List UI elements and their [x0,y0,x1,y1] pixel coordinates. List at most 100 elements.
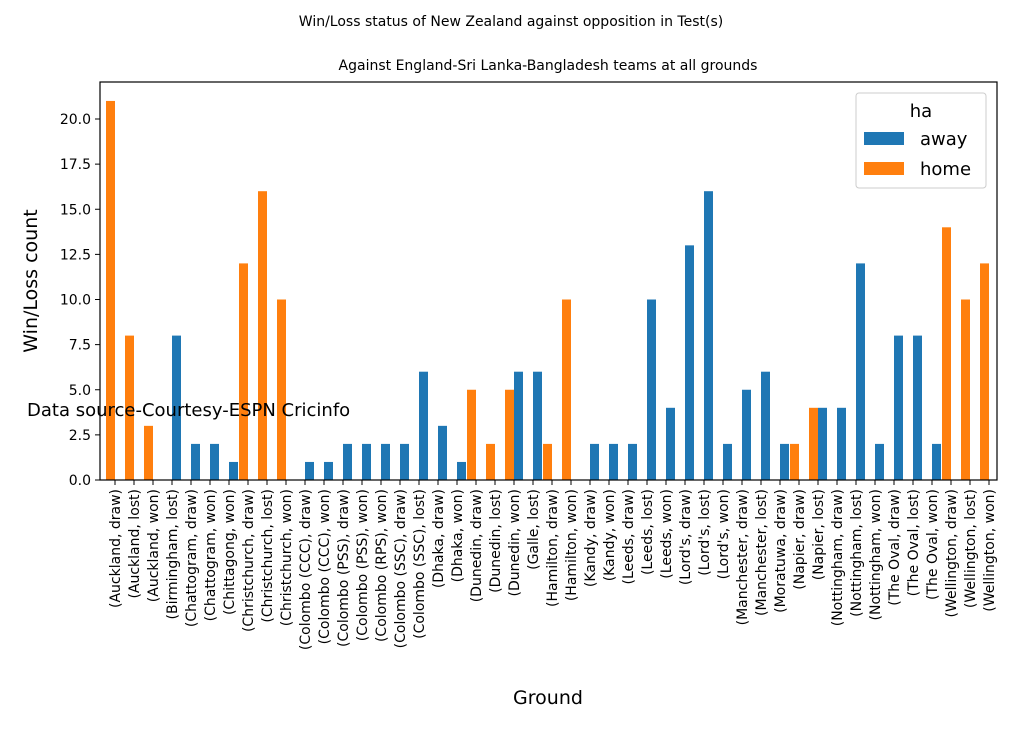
x-tick-label: (Colombo (SSC), lost) [412,489,428,639]
x-tick-label: (Auckland, draw) [108,489,124,608]
x-tick-label: (The Oval, lost) [906,489,922,596]
legend-label-away: away [920,129,968,150]
x-tick-label: (Wellington, won) [982,489,998,612]
bar-away [419,371,428,480]
bar-away [666,407,675,480]
bar-away [457,461,466,480]
bar-home [980,263,989,480]
x-tick-label: (Dunedin, won) [507,489,523,597]
plot-frame [99,81,998,481]
x-tick-label: (Nottingham, lost) [849,489,865,617]
legend-swatch-home [864,162,904,175]
bar-home [961,299,970,480]
bar-home [467,389,476,480]
x-tick-label: (Moratuwa, draw) [773,489,789,613]
y-tick-label: 12.5 [60,247,91,263]
bar-away [210,443,219,480]
bar-home [125,335,134,480]
bar-home [790,443,799,480]
legend-label-home: home [920,159,971,180]
x-tick-label: (Auckland, lost) [127,489,143,599]
x-tick-label: (Galle, lost) [526,489,542,570]
bar-home [809,407,818,480]
x-tick-label: (Colombo (RPS), won) [374,489,390,642]
bar-away [305,461,314,480]
y-tick-label: 7.5 [69,338,91,354]
x-tick-label: (Colombo (CCC), draw) [298,489,314,650]
bar-away [856,263,865,480]
x-tick-label: (Nottingham, won) [868,489,884,620]
bar-away [609,443,618,480]
bar-away [742,389,751,480]
bar-away [647,299,656,480]
x-tick-label: (Colombo (PSS), won) [355,489,371,641]
x-tick-label: (Colombo (CCC), won) [317,489,333,644]
bar-away [533,371,542,480]
x-tick-label: (Manchester, draw) [735,489,751,625]
x-tick-label: (Leeds, won) [659,489,675,579]
bar-away [191,443,200,480]
x-tick-label: (Auckland, won) [146,489,162,602]
x-axis-label: Ground [513,687,583,709]
y-tick-label: 17.5 [60,157,91,173]
x-tick-label: (Napier, draw) [792,489,808,590]
bar-home [277,299,286,480]
chart-title: Against England-Sri Lanka-Bangladesh tea… [339,58,758,74]
x-tick-label: (Christchurch, won) [279,489,295,626]
bar-home [258,191,267,480]
bar-away [780,443,789,480]
bar-home [144,425,153,480]
x-tick-label: (Dhaka, won) [450,489,466,582]
bar-home [942,227,951,480]
bar-away [704,191,713,480]
x-tick-label: (Hamilton, draw) [545,489,561,607]
x-tick-label: (Manchester, lost) [754,489,770,616]
legend-title: ha [910,101,932,122]
x-tick-label: (Dunedin, lost) [488,489,504,593]
x-tick-label: (Chattogram, draw) [184,489,200,627]
x-tick-label: (Lord's, won) [716,489,732,579]
bar-away [837,407,846,480]
x-tick-label: (Christchurch, draw) [241,489,257,632]
bar-away [400,443,409,480]
y-axis-label: Win/Loss count [20,209,42,352]
bar-away [685,245,694,480]
y-tick-label: 2.5 [69,428,91,444]
bar-away [343,443,352,480]
bar-home [543,443,552,480]
y-tick-label: 15.0 [60,202,91,218]
bar-away [514,371,523,480]
bar-away [362,443,371,480]
x-tick-label: (Lord's, lost) [697,489,713,576]
legend: ha away home [855,92,987,189]
x-tick-label: (Birmingham, lost) [165,489,181,619]
y-tick-label: 10.0 [60,293,91,309]
x-tick-label: (Chittagong, won) [222,489,238,615]
bar-away [875,443,884,480]
bar-away [590,443,599,480]
bar-home [505,389,514,480]
bar-away [229,461,238,480]
x-tick-label: (Wellington, draw) [944,489,960,618]
legend-swatch-away [864,132,904,145]
bar-away [723,443,732,480]
bar-away [932,443,941,480]
x-tick-label: (Lord's, draw) [678,489,694,585]
chart-suptitle: Win/Loss status of New Zealand against o… [299,14,723,30]
x-tick-label: (Wellington, lost) [963,489,979,608]
bar-away [818,407,827,480]
bar-away [324,461,333,480]
bar-home [562,299,571,480]
x-tick-label: (The Oval, draw) [887,489,903,606]
x-tick-label: (Colombo (PSS), draw) [336,489,352,647]
bar-home [106,100,115,480]
y-tick-label: 0.0 [69,473,91,489]
x-tick-label: (Kandy, won) [602,489,618,581]
x-tick-label: (Kandy, draw) [583,489,599,587]
y-tick-label: 5.0 [69,383,91,399]
x-tick-label: (Napier, lost) [811,489,827,580]
x-tick-label: (Dhaka, draw) [431,489,447,588]
x-tick-label: (Chattogram, won) [203,489,219,621]
bar-away [761,371,770,480]
